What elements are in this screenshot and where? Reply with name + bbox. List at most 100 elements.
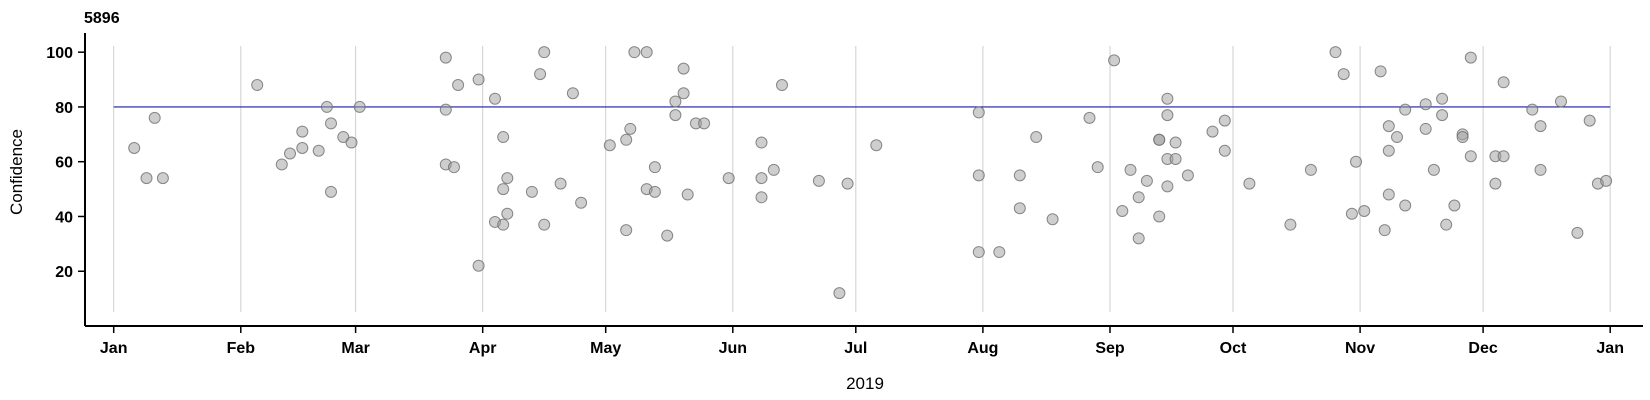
data-point (1526, 103, 1539, 116)
data-point (681, 188, 694, 201)
data-point (501, 172, 514, 185)
y-tick-label: 20 (55, 264, 73, 281)
data-point (439, 51, 452, 64)
data-point (1161, 92, 1174, 105)
data-point (1153, 210, 1166, 223)
data-point (448, 161, 460, 174)
data-point (489, 92, 501, 105)
data-point (620, 224, 633, 237)
data-point (472, 73, 485, 86)
x-tick-label: Oct (1220, 340, 1247, 357)
data-point (497, 183, 510, 196)
data-point (148, 111, 161, 124)
data-point (677, 62, 690, 75)
data-point (993, 246, 1006, 259)
data-point (1534, 163, 1547, 176)
x-tick-label: Feb (227, 340, 256, 357)
data-point (1132, 232, 1145, 245)
x-tick-label: Nov (1345, 340, 1375, 357)
data-points (128, 46, 1613, 300)
data-point (620, 133, 633, 146)
data-point (1169, 136, 1182, 149)
data-point (1571, 226, 1584, 239)
data-point (1534, 120, 1547, 133)
data-point (1013, 169, 1026, 182)
data-point (1161, 109, 1174, 122)
y-tick-label: 80 (55, 100, 73, 117)
gridlines (113, 46, 1611, 312)
data-point (1304, 163, 1317, 176)
data-point (1132, 191, 1145, 204)
data-point (833, 287, 846, 300)
data-point (1497, 76, 1510, 89)
data-point (538, 218, 551, 231)
data-point (1419, 122, 1432, 135)
data-point (669, 109, 682, 122)
data-point (1391, 131, 1403, 144)
data-point (353, 100, 366, 113)
x-tick-label: Jan (1596, 340, 1624, 357)
data-point (1140, 174, 1153, 187)
data-point (1161, 180, 1174, 193)
data-point (1345, 207, 1358, 220)
data-point (1284, 218, 1297, 231)
data-point (251, 79, 264, 92)
data-point (140, 172, 153, 185)
data-point (648, 161, 661, 174)
data-point (337, 131, 350, 144)
data-point (1440, 218, 1453, 231)
data-point (325, 185, 337, 198)
data-point (1419, 98, 1432, 111)
data-point (972, 246, 985, 259)
data-point (1399, 199, 1412, 212)
data-point (1448, 199, 1461, 212)
data-point (661, 229, 674, 242)
data-point (1329, 46, 1342, 59)
data-point (1046, 213, 1059, 226)
data-point (1382, 120, 1395, 133)
data-point (624, 122, 637, 135)
data-point (452, 79, 465, 92)
data-point (1456, 131, 1469, 144)
data-point (296, 142, 309, 155)
data-point (1358, 204, 1371, 217)
x-axis-label: 2019 (846, 374, 884, 393)
data-point (1153, 133, 1166, 146)
data-point (1218, 114, 1231, 127)
data-point (648, 185, 661, 198)
data-point (1169, 152, 1182, 165)
x-tick-label: Aug (967, 340, 998, 357)
data-point (1436, 92, 1449, 105)
data-point (345, 136, 358, 149)
data-point (284, 147, 296, 160)
data-point (1378, 224, 1391, 237)
data-point (841, 177, 854, 190)
data-point (472, 259, 485, 272)
x-tick-label: Mar (341, 340, 369, 357)
data-point (1116, 204, 1129, 217)
data-point (575, 196, 588, 209)
x-tick-label: Jul (844, 340, 867, 357)
corner-label: 5896 (84, 10, 120, 27)
x-tick-label: Apr (469, 340, 497, 357)
data-point (628, 46, 641, 59)
data-point (538, 46, 551, 59)
data-point (755, 172, 768, 185)
data-point (497, 131, 510, 144)
x-tick-label: Sep (1095, 340, 1125, 357)
data-point (1181, 169, 1194, 182)
data-point (640, 46, 653, 59)
data-point (1399, 103, 1412, 116)
data-point (1497, 150, 1510, 163)
data-point (755, 136, 768, 149)
data-point (156, 172, 169, 185)
y-axis-label: Confidence (7, 129, 26, 215)
data-point (722, 172, 735, 185)
data-point (497, 218, 510, 231)
data-point (1030, 131, 1043, 144)
data-point (566, 87, 579, 100)
data-point (1350, 155, 1362, 168)
data-point (1243, 177, 1256, 190)
data-point (1427, 163, 1440, 176)
data-point (1464, 51, 1477, 64)
